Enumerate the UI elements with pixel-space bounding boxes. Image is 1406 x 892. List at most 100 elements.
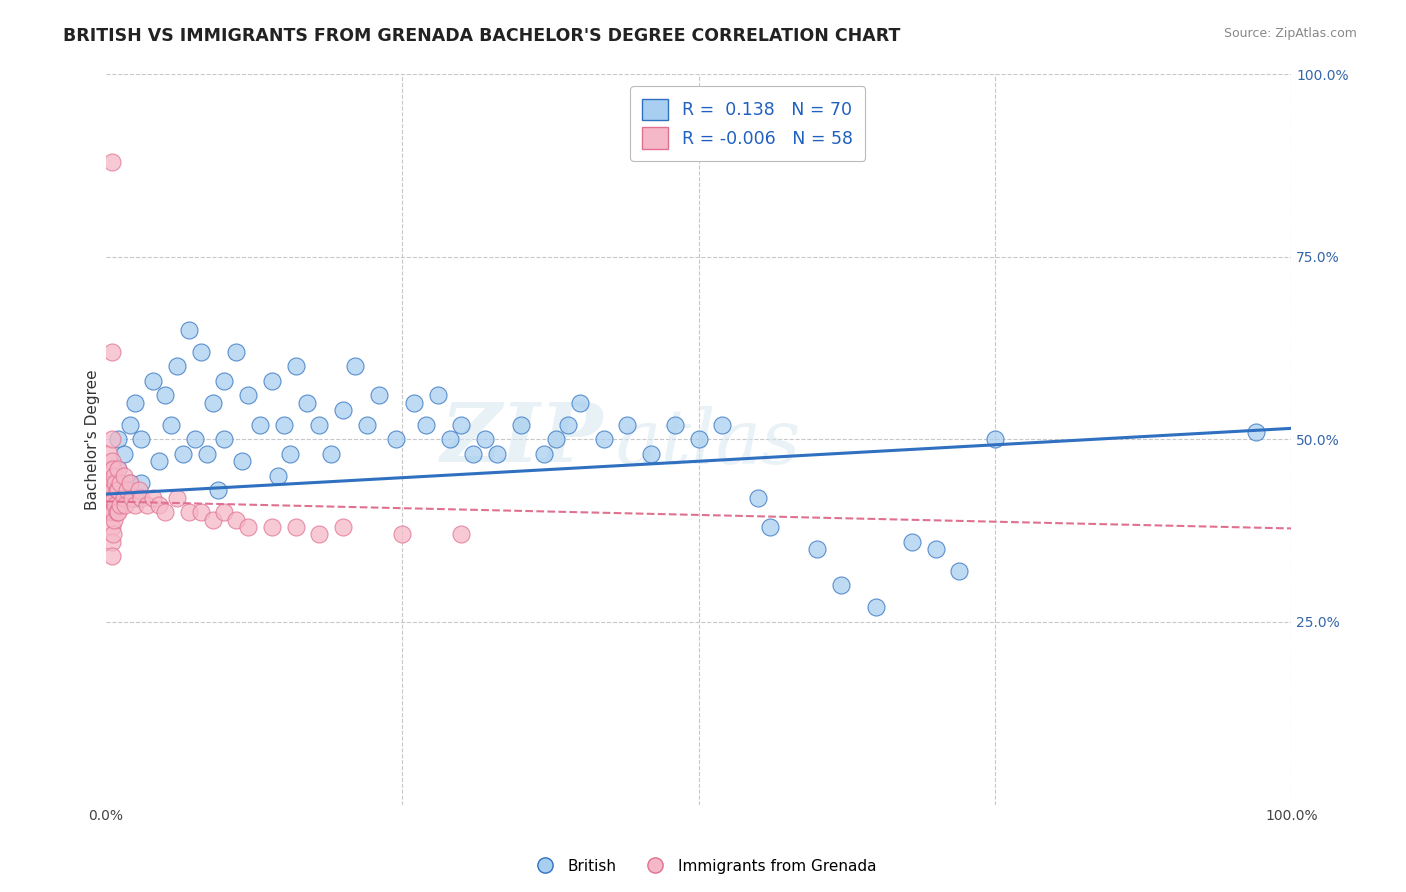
Point [308,417,330,432]
Point [533,447,555,461]
Text: ZIP: ZIP [441,400,603,479]
Point [404,396,426,410]
Point [865,600,887,615]
Point [367,388,389,402]
Point [100,505,122,519]
Point [415,417,437,432]
Point [107,461,129,475]
Point [128,483,150,498]
Point [426,388,449,402]
Point [101,476,124,491]
Point [153,388,176,402]
Point [332,403,354,417]
Point [267,468,290,483]
Point [901,534,924,549]
Point [103,513,125,527]
Point [319,447,342,461]
Point [664,417,686,432]
Point [273,417,295,432]
Point [98,447,121,461]
Point [104,498,127,512]
Point [278,447,301,461]
Point [131,433,153,447]
Point [236,388,259,402]
Point [108,498,131,512]
Point [214,374,236,388]
Point [131,476,153,491]
Point [385,433,408,447]
Point [112,491,135,505]
Point [486,447,509,461]
Point [214,433,236,447]
Point [121,491,143,505]
Point [107,483,129,498]
Point [184,433,207,447]
Point [160,417,183,432]
Point [297,396,319,410]
Point [101,534,124,549]
Point [391,527,413,541]
Point [225,513,247,527]
Point [115,483,138,498]
Point [225,344,247,359]
Point [569,396,592,410]
Point [332,520,354,534]
Point [101,520,124,534]
Point [284,359,307,374]
Point [201,513,224,527]
Point [101,154,124,169]
Point [190,344,212,359]
Point [153,505,176,519]
Point [190,505,212,519]
Point [101,461,124,475]
Point [747,491,769,505]
Point [107,491,129,505]
Point [114,498,136,512]
Point [450,527,472,541]
Point [948,564,970,578]
Point [148,454,170,468]
Point [236,520,259,534]
Point [124,491,146,505]
Point [260,374,283,388]
Text: Source: ZipAtlas.com: Source: ZipAtlas.com [1223,27,1357,40]
Point [107,505,129,519]
Point [101,491,124,505]
Point [557,417,579,432]
Point [463,447,485,461]
Point [107,461,129,475]
Point [260,520,283,534]
Legend: R =  0.138   N = 70, R = -0.006   N = 58: R = 0.138 N = 70, R = -0.006 N = 58 [630,87,866,161]
Point [124,498,146,512]
Point [924,541,946,556]
Point [101,505,124,519]
Point [131,491,153,505]
Point [439,433,461,447]
Point [118,417,141,432]
Point [546,433,568,447]
Point [101,483,124,498]
Point [195,447,218,461]
Point [214,505,236,519]
Point [806,541,828,556]
Text: atlas: atlas [616,406,801,480]
Text: BRITISH VS IMMIGRANTS FROM GRENADA BACHELOR'S DEGREE CORRELATION CHART: BRITISH VS IMMIGRANTS FROM GRENADA BACHE… [63,27,901,45]
Point [231,454,253,468]
Point [105,505,128,519]
Point [166,359,188,374]
Point [101,527,124,541]
Y-axis label: Bachelor's Degree: Bachelor's Degree [86,369,100,509]
Point [124,396,146,410]
Legend: British, Immigrants from Grenada: British, Immigrants from Grenada [523,853,883,880]
Point [207,483,229,498]
Point [984,433,1007,447]
Point [172,447,194,461]
Point [758,520,780,534]
Point [474,433,496,447]
Point [136,498,159,512]
Point [830,578,852,592]
Point [112,468,135,483]
Point [142,374,165,388]
Point [284,520,307,534]
Point [112,447,135,461]
